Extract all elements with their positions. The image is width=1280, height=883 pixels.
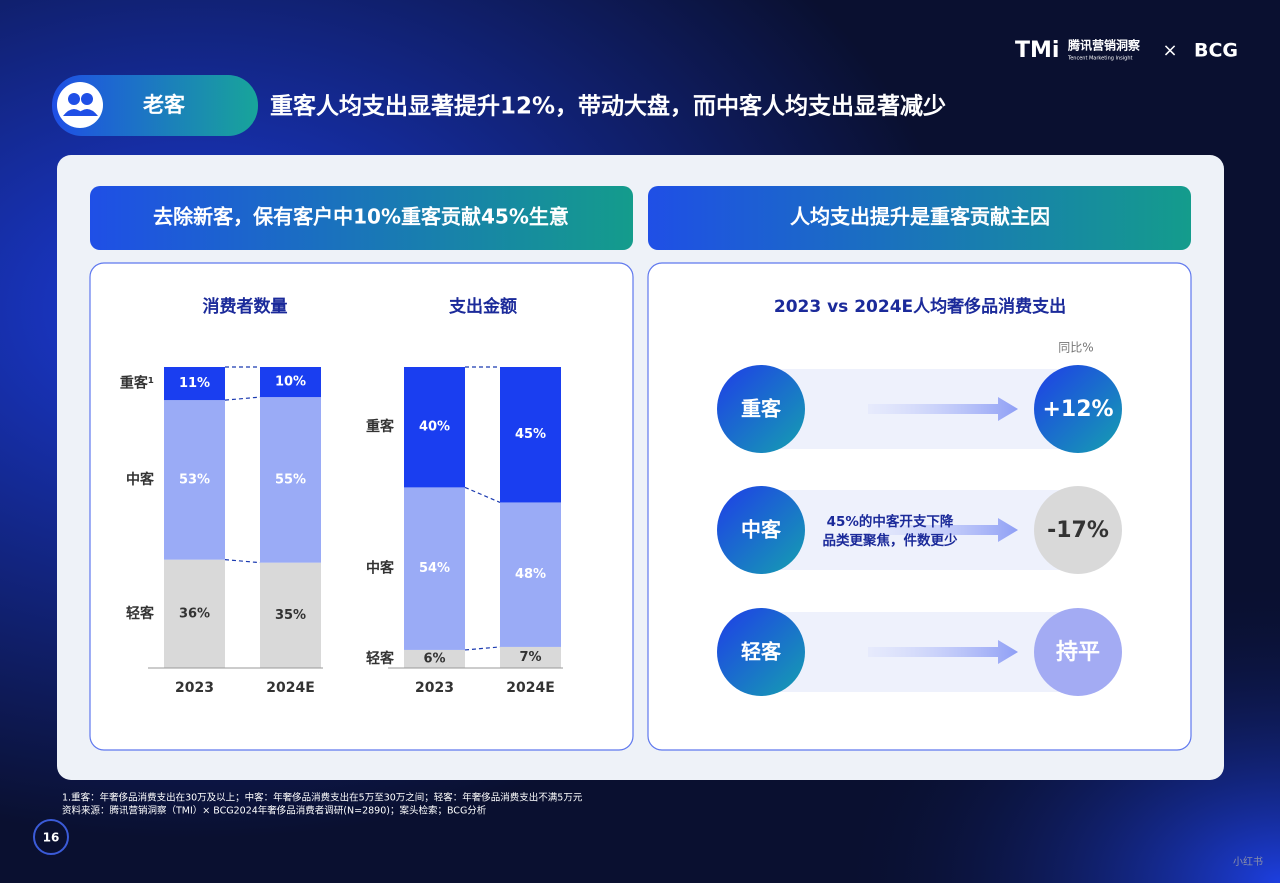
heading-band: [90, 186, 633, 250]
bar-segment: [500, 646, 561, 668]
watermark: 小红书: [1233, 855, 1263, 868]
page-badge: [33, 819, 69, 855]
change-value: +12%: [1042, 397, 1113, 422]
x-tick-label: 2024E: [506, 680, 555, 696]
heading-band: [648, 186, 1191, 250]
group-circle: [717, 608, 805, 696]
chart-title: 支出金额: [449, 296, 517, 317]
row-note: 品类更聚焦，件数更少: [823, 532, 958, 549]
bar-segment: [500, 502, 561, 647]
series-label: 轻客: [126, 605, 155, 622]
value-label: 6%: [423, 651, 445, 666]
value-label: 11%: [179, 376, 210, 391]
brand-logo: TMi: [1015, 38, 1059, 63]
footnote: 1.重客：年奢侈品消费支出在30万及以上；中客：年奢侈品消费支出在5万至30万之…: [62, 792, 583, 804]
value-label: 48%: [515, 567, 546, 582]
left-heading: 去除新客，保有客户中10%重客贡献45%生意: [153, 205, 569, 229]
value-label: 35%: [275, 608, 306, 623]
x-tick-label: 2023: [175, 680, 214, 696]
connector: [464, 486, 501, 504]
comparison-title: 2023 vs 2024E人均奢侈品消费支出: [774, 296, 1066, 317]
arrow: [868, 518, 1018, 542]
series-label: 中客: [126, 471, 155, 488]
value-label: 55%: [275, 472, 306, 487]
value-label: 45%: [515, 427, 546, 442]
x-tick-label: 2024E: [266, 680, 315, 696]
value-label: 7%: [519, 650, 541, 665]
group-circle: [717, 486, 805, 574]
brand-name: 腾讯营销洞察: [1067, 38, 1141, 53]
connector: [464, 646, 501, 651]
x-tick-label: 2023: [415, 680, 454, 696]
group-circle: [717, 365, 805, 453]
slide-title: 重客人均支出显著提升12%，带动大盘，而中客人均支出显著减少: [270, 93, 946, 120]
group-label: 中客: [741, 518, 782, 542]
arrow: [868, 640, 1018, 664]
bar-segment: [404, 367, 465, 488]
bar-segment: [260, 562, 321, 668]
group-label: 重客: [741, 397, 782, 421]
right-heading: 人均支出提升是重客贡献主因: [790, 205, 1050, 229]
icon: [63, 109, 98, 116]
brand-times: ×: [1162, 40, 1177, 61]
chart-title: 消费者数量: [203, 296, 288, 317]
bar-segment: [164, 559, 225, 668]
change-circle: [1034, 486, 1122, 574]
bar-segment: [260, 367, 321, 398]
series-label: 重客¹: [120, 375, 154, 392]
value-label: 54%: [419, 561, 450, 576]
footnote: 资料来源：腾讯营销洞察（TMI）× BCG2024年奢侈品消费者调研(N=289…: [62, 805, 487, 817]
change-value: -17%: [1047, 518, 1109, 543]
page-number: 16: [43, 831, 60, 845]
change-value: 持平: [1056, 640, 1100, 665]
tag-text: 老客: [143, 93, 186, 117]
change-circle: [1034, 608, 1122, 696]
bar-segment: [500, 367, 561, 503]
brand-sub: Tencent Marketing Insight: [1067, 56, 1132, 62]
group-label: 轻客: [741, 640, 782, 664]
yoy-label: 同比%: [1058, 341, 1093, 355]
change-circle: [1034, 365, 1122, 453]
bar-segment: [404, 649, 465, 668]
series-label: 轻客: [366, 650, 395, 667]
connector: [224, 559, 261, 564]
brand-partner: BCG: [1194, 40, 1238, 62]
arrow: [868, 397, 1018, 421]
value-label: 10%: [275, 375, 306, 390]
icon-bg: [57, 82, 103, 128]
connector: [224, 396, 261, 401]
left-panel: [89, 262, 634, 751]
series-label: 重客: [366, 418, 395, 435]
value-label: 40%: [419, 420, 450, 435]
series-label: 中客: [366, 560, 395, 577]
icon: [68, 93, 80, 105]
row-note: 45%的中客开支下降: [827, 513, 954, 530]
bar-segment: [404, 487, 465, 650]
value-label: 36%: [179, 606, 210, 621]
bar-segment: [260, 397, 321, 563]
value-label: 53%: [179, 472, 210, 487]
bar-segment: [164, 400, 225, 560]
icon: [81, 93, 93, 105]
tag-pill: [52, 75, 258, 136]
bar-segment: [164, 367, 225, 401]
